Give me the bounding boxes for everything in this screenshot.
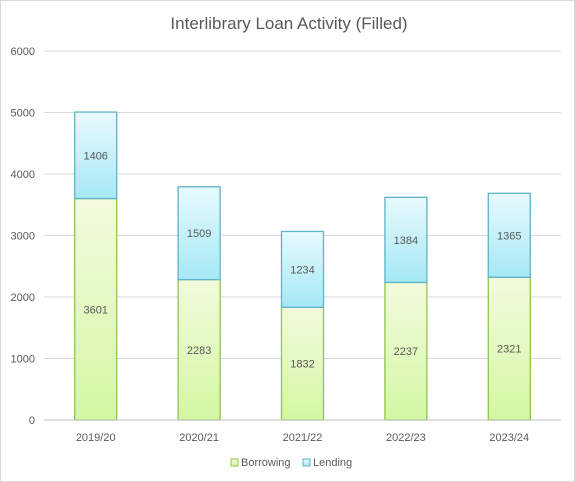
legend-label-borrowing: Borrowing — [241, 457, 291, 469]
bar-lending-2023-24 — [487, 192, 531, 278]
bar-borrowing-2020-21 — [177, 278, 221, 421]
data-label: 1365 — [497, 230, 521, 242]
x-tick-label: 2020/21 — [179, 432, 219, 444]
bar-borrowing-2021-22 — [280, 306, 325, 421]
data-label: 1509 — [187, 228, 211, 240]
x-axis: 2019/20 2020/21 2021/22 2022/23 2023/24 — [44, 419, 561, 444]
bar-lending-2021-22 — [280, 230, 325, 308]
bar-lending-2020-21 — [177, 186, 221, 281]
data-label: 2237 — [394, 346, 418, 358]
legend-swatch-lending — [302, 458, 311, 467]
y-tick-label: 2000 — [11, 292, 35, 304]
y-tick-label: 6000 — [11, 46, 35, 58]
data-label: 1406 — [83, 150, 107, 162]
x-tick-label: 2023/24 — [489, 432, 529, 444]
legend-label-lending: Lending — [313, 457, 352, 469]
bar-lending-2019-20 — [74, 111, 118, 200]
data-label: 2283 — [187, 345, 211, 357]
bar-lending-2022-23 — [384, 196, 428, 284]
bar-borrowing-2022-23 — [384, 281, 428, 421]
y-tick-label: 1000 — [11, 354, 35, 366]
data-label: 1832 — [290, 359, 314, 371]
data-label: 2321 — [497, 344, 521, 356]
y-tick-label: 0 — [29, 415, 35, 427]
y-tick-label: 5000 — [11, 108, 35, 120]
data-label: 1384 — [394, 235, 418, 247]
legend-swatch-borrowing — [230, 458, 239, 467]
x-tick-label: 2019/20 — [76, 432, 116, 444]
x-tick-label: 2022/23 — [386, 432, 426, 444]
data-label: 1234 — [290, 264, 314, 276]
data-label: 3601 — [83, 304, 107, 316]
x-tick-label: 2021/22 — [283, 432, 323, 444]
y-axis: 0 1000 2000 3000 4000 5000 6000 — [11, 46, 35, 427]
bars: 3601 1406 2283 1509 1832 1234 2237 1384 2321 1365 — [74, 111, 531, 421]
y-tick-label: 3000 — [11, 231, 35, 243]
chart-title: Interlibrary Loan Activity (Filled) — [170, 14, 407, 33]
y-tick-label: 4000 — [11, 169, 35, 181]
legend: Borrowing Lending — [230, 457, 352, 469]
